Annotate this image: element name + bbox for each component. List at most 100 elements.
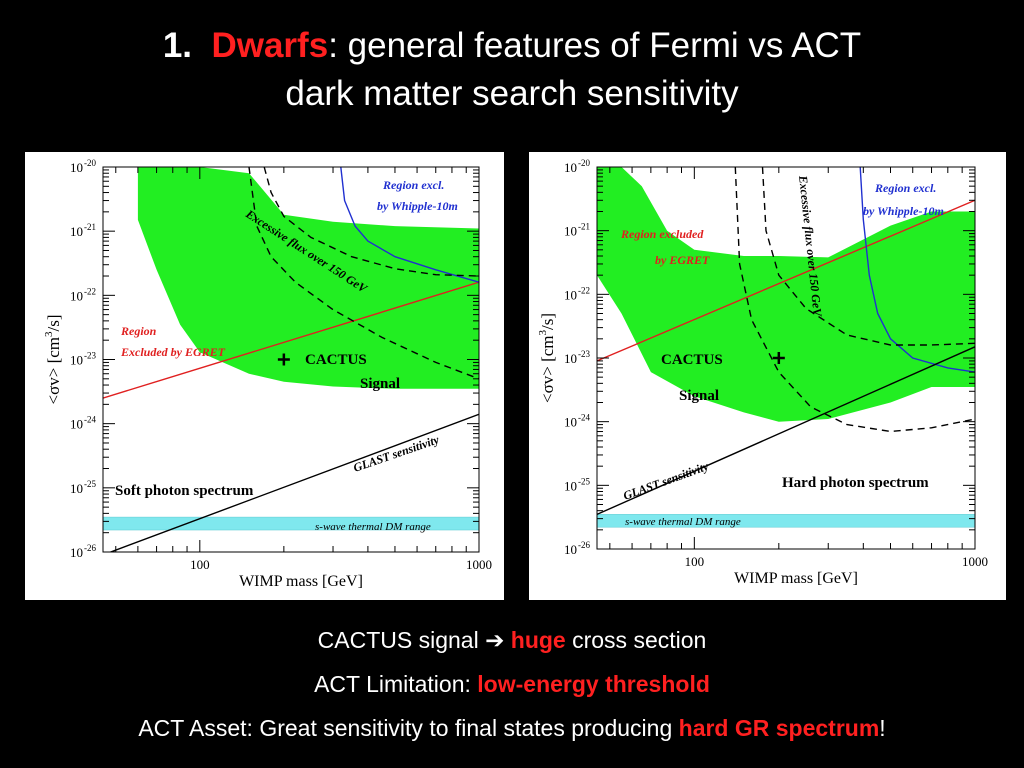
bullet-1-text: CACTUS signal bbox=[317, 627, 479, 653]
spectrum-label: Soft photon spectrum bbox=[115, 483, 254, 499]
glast-label: GLAST sensitivity bbox=[621, 459, 711, 503]
series-excessive-flux-over-150-gev-lower- bbox=[734, 167, 975, 433]
title-line-2: dark matter search sensitivity bbox=[285, 74, 739, 113]
y-tick-exponent: -22 bbox=[578, 285, 590, 295]
title-number: 1. bbox=[162, 26, 193, 65]
cactus-point-marker bbox=[772, 352, 785, 364]
arrow-right-icon: ➔ bbox=[485, 627, 505, 653]
bullet-1-suffix: cross section bbox=[572, 627, 707, 653]
cactus-label: CACTUS bbox=[661, 352, 723, 368]
y-tick-exponent: -25 bbox=[578, 476, 590, 486]
egret-label-line2: by EGRET bbox=[655, 253, 710, 267]
bullet-3-highlight: hard GR spectrum bbox=[678, 715, 880, 741]
y-tick-exponent: -20 bbox=[84, 158, 96, 168]
y-axis-label: <σv> [cm3/s] bbox=[43, 314, 63, 404]
bullet-3-text: ACT Asset: Great sensitivity to final st… bbox=[138, 715, 673, 741]
x-axis-label: WIMP mass [GeV] bbox=[734, 570, 858, 587]
y-tick-label: 10 bbox=[70, 288, 83, 303]
bullet-3-suffix: ! bbox=[879, 715, 886, 741]
y-tick-label: 10 bbox=[70, 160, 83, 175]
plot-area bbox=[597, 167, 975, 528]
series-region-excluded-by-egret bbox=[103, 281, 479, 399]
series-region-excluded-by-egret bbox=[597, 199, 975, 362]
title-rest: : general features of Fermi vs ACT bbox=[328, 26, 862, 65]
whipple-label-line1: Region excl. bbox=[382, 178, 444, 192]
y-tick-exponent: -23 bbox=[84, 351, 96, 361]
y-tick-label: 10 bbox=[564, 351, 577, 366]
x-tick-label: 100 bbox=[685, 554, 705, 569]
series-glast-sensitivity bbox=[108, 413, 479, 552]
y-tick-label: 10 bbox=[564, 415, 577, 430]
thermal-label: s-wave thermal DM range bbox=[315, 521, 431, 533]
bullet-3: ACT Asset: Great sensitivity to final st… bbox=[0, 706, 1024, 750]
y-axis-label-part: <σv> [cm bbox=[538, 335, 557, 403]
x-axis-label: WIMP mass [GeV] bbox=[239, 573, 363, 590]
y-tick-label: 10 bbox=[70, 224, 83, 239]
y-tick-label: 10 bbox=[564, 160, 577, 175]
y-axis-label-part: 3 bbox=[43, 331, 55, 337]
y-axis-label-part: /s] bbox=[538, 313, 557, 330]
bullet-1-highlight: huge bbox=[510, 627, 566, 653]
y-tick-exponent: -23 bbox=[578, 349, 590, 359]
glast-label: GLAST sensitivity bbox=[351, 432, 441, 475]
y-tick-exponent: -26 bbox=[578, 540, 590, 550]
whipple-label-line2: by Whipple-10m bbox=[863, 204, 944, 218]
egret-label-line1: Region bbox=[120, 324, 157, 338]
y-tick-exponent: -26 bbox=[84, 543, 96, 553]
cactus-point-marker bbox=[277, 353, 290, 366]
x-tick-label: 100 bbox=[190, 557, 210, 572]
y-tick-exponent: -25 bbox=[84, 479, 96, 489]
y-axis-label-part: <σv> [cm bbox=[44, 337, 63, 405]
whipple-label-line2: by Whipple-10m bbox=[377, 199, 458, 213]
bullet-2-highlight: low-energy threshold bbox=[477, 671, 710, 697]
plot-area bbox=[103, 167, 479, 552]
signal-label: Signal bbox=[679, 388, 719, 404]
x-tick-label: 1000 bbox=[962, 554, 988, 569]
series-region-excl-by-whipple-10m bbox=[340, 167, 479, 283]
y-tick-label: 10 bbox=[70, 353, 83, 368]
bullet-1: CACTUS signal ➔ huge cross section bbox=[0, 618, 1024, 662]
y-axis-label-part: /s] bbox=[44, 314, 63, 331]
cactus-label: CACTUS bbox=[305, 352, 367, 368]
egret-label-line1: Region excluded bbox=[620, 227, 704, 241]
series-excessive-flux-over-150-gev-upper- bbox=[263, 167, 479, 277]
y-tick-label: 10 bbox=[564, 287, 577, 302]
bullet-list: CACTUS signal ➔ huge cross section ACT L… bbox=[0, 618, 1024, 750]
y-tick-label: 10 bbox=[564, 224, 577, 239]
y-tick-label: 10 bbox=[70, 417, 83, 432]
series-excessive-flux-over-150-gev-lower- bbox=[248, 167, 479, 380]
y-tick-label: 10 bbox=[70, 545, 83, 560]
slide-title: 1. Dwarfs: general features of Fermi vs … bbox=[0, 22, 1024, 118]
signal-label: Signal bbox=[360, 376, 400, 392]
thermal-label: s-wave thermal DM range bbox=[625, 516, 741, 528]
y-tick-exponent: -24 bbox=[578, 413, 590, 423]
bullet-2-text: ACT Limitation: bbox=[314, 671, 471, 697]
x-tick-label: 1000 bbox=[466, 557, 492, 572]
y-tick-exponent: -21 bbox=[84, 222, 96, 232]
whipple-label-line1: Region excl. bbox=[874, 181, 936, 195]
series-region-excl-by-whipple-10m bbox=[859, 167, 975, 373]
thermal-dm-band bbox=[597, 514, 975, 528]
series-glast-sensitivity bbox=[597, 346, 975, 516]
egret-label-line2: Excluded by EGRET bbox=[120, 345, 226, 359]
series-excessive-flux-over-150-gev-upper- bbox=[761, 167, 975, 346]
y-tick-exponent: -21 bbox=[578, 222, 590, 232]
y-axis-label: <σv> [cm3/s] bbox=[537, 313, 557, 403]
y-tick-label: 10 bbox=[564, 478, 577, 493]
title-line-1: 1. Dwarfs: general features of Fermi vs … bbox=[0, 22, 1024, 70]
spectrum-label: Hard photon spectrum bbox=[782, 475, 929, 491]
signal-band bbox=[597, 167, 975, 422]
y-tick-exponent: -20 bbox=[578, 158, 590, 168]
title-highlight: Dwarfs bbox=[211, 26, 329, 65]
chart-hard-spectrum: 100 1000 10 -20 10 -21 10 -22 10 -23 10 -24 10 -25 10-… bbox=[529, 152, 1006, 600]
chart-soft-spectrum: 100 1000 10 -20 10 -21 10 -22 10 -23 10 -24 10 -25 10-… bbox=[25, 152, 504, 600]
y-tick-label: 10 bbox=[70, 481, 83, 496]
y-tick-exponent: -22 bbox=[84, 286, 96, 296]
bullet-2: ACT Limitation: low-energy threshold bbox=[0, 662, 1024, 706]
signal-band bbox=[137, 167, 479, 389]
y-tick-exponent: -24 bbox=[84, 415, 96, 425]
y-axis-label-part: 3 bbox=[537, 329, 549, 335]
y-tick-label: 10 bbox=[564, 542, 577, 557]
